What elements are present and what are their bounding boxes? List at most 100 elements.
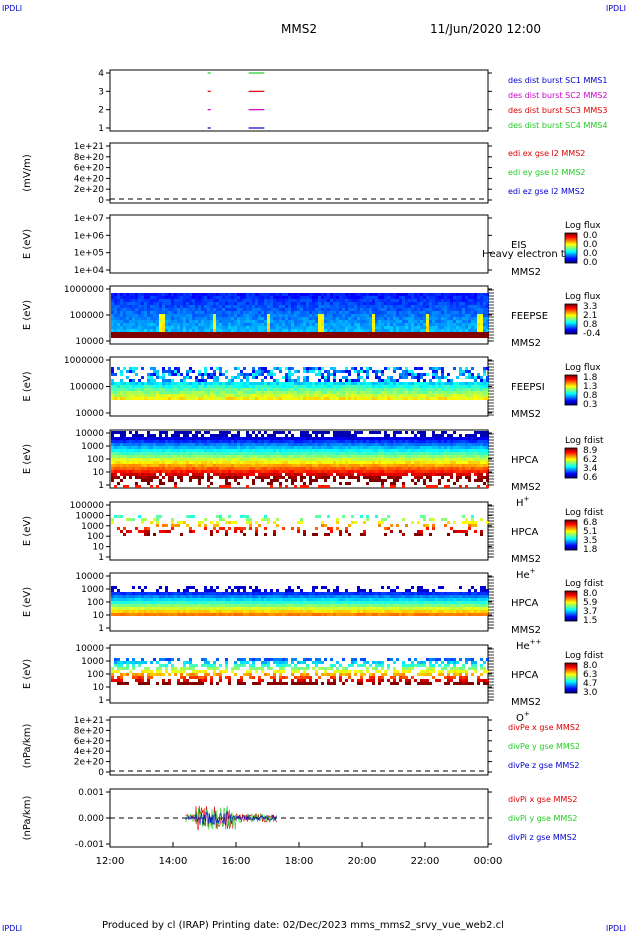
heatmap-cell [372, 470, 375, 473]
heatmap-cell [345, 452, 348, 455]
heatmap-cell [246, 332, 249, 335]
heatmap-cell [363, 299, 366, 302]
heatmap-cell [429, 314, 432, 317]
heatmap-cell [468, 317, 471, 320]
heatmap-cell [249, 308, 252, 311]
heatmap-cell [213, 335, 216, 338]
heatmap-cell [333, 376, 336, 379]
heatmap-cell [249, 332, 252, 335]
heatmap-cell [375, 335, 378, 338]
heatmap-cell [282, 382, 285, 385]
heatmap-cell [342, 305, 345, 308]
heatmap-cell [282, 385, 285, 388]
heatmap-cell [201, 329, 204, 332]
heatmap-cell [204, 388, 207, 391]
heatmap-cell [486, 317, 489, 320]
heatmap-cell [144, 440, 147, 443]
heatmap-cell [297, 461, 300, 464]
heatmap-cell [183, 452, 186, 455]
heatmap-cell [318, 470, 321, 473]
heatmap-cell [111, 476, 114, 479]
heatmap-cell [390, 394, 393, 397]
heatmap-cell [426, 391, 429, 394]
heatmap-cell [378, 296, 381, 299]
heatmap-cell [336, 391, 339, 394]
heatmap-cell [123, 326, 126, 329]
heatmap-cell [357, 311, 360, 314]
heatmap-cell [462, 317, 465, 320]
heatmap-cell [216, 332, 219, 335]
heatmap-cell [303, 452, 306, 455]
heatmap-cell [450, 397, 453, 400]
heatmap-cell [174, 446, 177, 449]
heatmap-cell [288, 311, 291, 314]
heatmap-cell [291, 293, 294, 296]
heatmap-cell [390, 376, 393, 379]
heatmap-cell [234, 449, 237, 452]
heatmap-cell [396, 476, 399, 479]
heatmap-cell [441, 329, 444, 332]
heatmap-cell [306, 473, 309, 476]
heatmap-cell [270, 485, 273, 488]
heatmap-cell [192, 440, 195, 443]
heatmap-cell [384, 443, 387, 446]
heatmap-cell [342, 314, 345, 317]
heatmap-cell [342, 302, 345, 305]
heatmap-cell [297, 293, 300, 296]
heatmap-cell [252, 455, 255, 458]
heatmap-cell [123, 385, 126, 388]
heatmap-cell [357, 323, 360, 326]
heatmap-cell [375, 317, 378, 320]
heatmap-cell [297, 317, 300, 320]
heatmap-cell [144, 329, 147, 332]
heatmap-cell [159, 443, 162, 446]
heatmap-cell [471, 382, 474, 385]
heatmap-cell [297, 440, 300, 443]
heatmap-cell [126, 376, 129, 379]
heatmap-cell [324, 326, 327, 329]
heatmap-cell [435, 449, 438, 452]
heatmap-cell [186, 443, 189, 446]
heatmap-cell [225, 293, 228, 296]
heatmap-cell [153, 302, 156, 305]
heatmap-cell [435, 335, 438, 338]
heatmap-cell [120, 458, 123, 461]
heatmap-cell [474, 314, 477, 317]
heatmap-cell [483, 302, 486, 305]
heatmap-cell [126, 449, 129, 452]
heatmap-cell [129, 323, 132, 326]
colorbar-segment [565, 376, 577, 378]
heatmap-cell [474, 302, 477, 305]
heatmap-cell [366, 443, 369, 446]
heatmap-cell [375, 473, 378, 476]
heatmap-cell [210, 458, 213, 461]
heatmap-cell [354, 323, 357, 326]
heatmap-cell [138, 320, 141, 323]
heatmap-cell [117, 437, 120, 440]
heatmap-cell [276, 326, 279, 329]
heatmap-cell [363, 370, 366, 373]
corner-label-top-left: IPDLI [2, 4, 23, 13]
heatmap-cell [147, 470, 150, 473]
colorbar-segment [565, 315, 577, 317]
heatmap-cell [123, 305, 126, 308]
heatmap-cell [297, 314, 300, 317]
heatmap-cell [360, 293, 363, 296]
heatmap-cell [309, 476, 312, 479]
heatmap-cell [321, 452, 324, 455]
heatmap-cell [198, 467, 201, 470]
heatmap-cell [204, 367, 207, 370]
heatmap-cell [441, 455, 444, 458]
heatmap-cell [405, 391, 408, 394]
heatmap-cell [267, 437, 270, 440]
heatmap-cell [372, 308, 375, 311]
heatmap-cell [258, 296, 261, 299]
heatmap-cell [162, 329, 165, 332]
heatmap-cell [219, 296, 222, 299]
heatmap-cell [318, 332, 321, 335]
heatmap-cell [333, 320, 336, 323]
heatmap-cell [168, 293, 171, 296]
heatmap-cell [432, 464, 435, 467]
heatmap-cell [402, 385, 405, 388]
heatmap-cell [129, 317, 132, 320]
